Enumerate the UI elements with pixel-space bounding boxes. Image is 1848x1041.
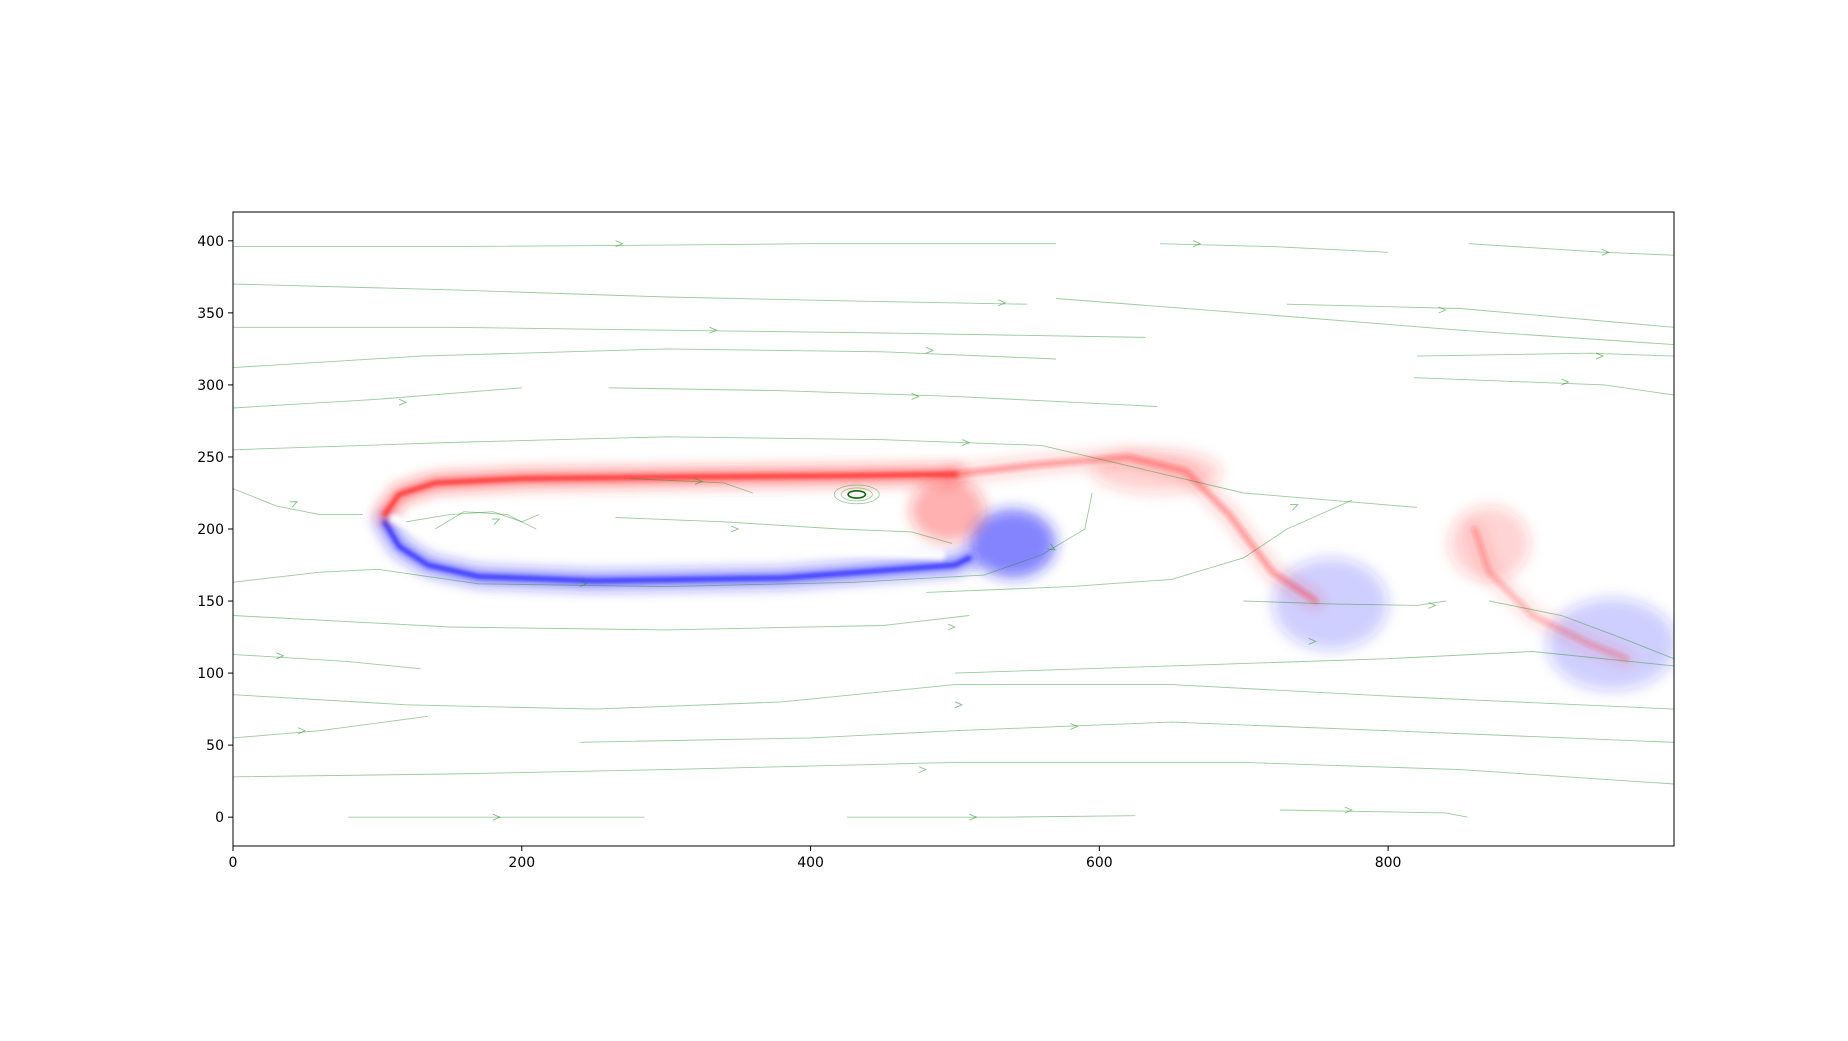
streamline-18 [630,478,753,494]
streamline-14 [233,488,363,516]
streamline-29 [1416,352,1674,357]
streamlines [233,240,1674,821]
streamline-arrow-2 [1344,806,1353,814]
streamline-20 [233,387,522,409]
streamline-arrow-20 [911,393,920,400]
small-vortex-loop-0 [847,490,867,499]
streamline-arrow-27 [1595,352,1605,360]
streamline-8 [954,651,1674,674]
vorticity-field [376,449,1674,691]
streamline-19 [233,436,1418,508]
streamline-arrow-14 [730,525,740,533]
streamline-7 [233,653,421,670]
streamline-17 [615,517,953,544]
streamline-arrow-1 [969,813,978,821]
streamline-arrow-18 [1428,601,1437,609]
x-tick-label-400: 400 [797,855,824,871]
streamline-13 [1489,600,1674,660]
streamline-arrow-25 [1193,240,1202,248]
streamline-arrow-13 [491,518,501,525]
streamline-30 [1468,243,1674,256]
streamline-21 [608,387,1158,407]
streamline-26 [233,243,1056,248]
x-tick-label-0: 0 [229,855,238,871]
streamline-arrow-24 [615,240,624,248]
small-vortex-loop-2 [833,484,880,505]
streamline-31 [1286,303,1674,328]
streamline-4 [233,715,428,739]
y-tick-label-200: 200 [197,522,224,538]
streamline-arrow-11 [1047,543,1056,551]
streamline-16 [406,511,540,523]
streamline-1 [846,815,1136,818]
vortex-sheet-0 [382,519,972,583]
streamline-22 [233,348,1057,369]
vortex-sheet-2 [951,454,1319,604]
vortex-5 [1546,598,1674,691]
streamline-arrow-22 [709,326,718,334]
vortex-sheet-3 [1471,526,1630,662]
streamline-arrow-26 [1561,378,1570,386]
streamline-6 [233,684,1674,710]
streamline-10 [233,492,1093,588]
x-tick-label-200: 200 [508,855,535,871]
vortex-0 [969,508,1057,578]
x-tick-label-600: 600 [1086,855,1113,871]
streamline-arrow-6 [954,701,964,709]
streamline-arrow-0 [492,813,502,821]
y-tick-label-100: 100 [197,666,224,682]
streamline-25 [1055,298,1674,346]
streamline-arrow-9 [947,623,956,631]
streamline-arrow-21 [925,346,935,354]
y-tick-label-400: 400 [197,234,224,250]
small-vortex-loop-1 [840,487,873,502]
streamline-arrow-5 [1070,722,1079,730]
streamline-2 [1279,809,1468,818]
x-tick-label-800: 800 [1375,855,1402,871]
streamline-arrow-16 [961,439,971,446]
streamline-3 [233,761,1674,785]
streamline-arrow-10 [579,580,588,588]
y-tick-label-0: 0 [215,810,224,826]
streamline-arrow-3 [918,766,927,774]
x-axis: 0 200 400 600 800 [229,846,1402,871]
streamline-arrow-19 [398,398,408,406]
streamline-arrow-15 [694,478,704,485]
streamline-28 [1414,377,1674,396]
y-axis: 0 50 100 150 200 250 300 350 400 [197,234,233,826]
y-tick-label-350: 350 [197,306,224,322]
vortex-1 [910,478,986,542]
streamline-arrow-28 [1601,248,1610,256]
y-tick-label-150: 150 [197,594,224,610]
vortex-sheet-1 [382,472,957,517]
streamline-arrow-4 [297,727,307,735]
streamline-24 [233,283,1028,305]
y-tick-label-250: 250 [197,450,224,466]
recirculation-core [389,513,946,560]
streamline-23 [233,326,1146,338]
streamline-9 [233,615,970,631]
streamline-15 [434,511,537,530]
streamline-arrow-17 [1290,504,1299,511]
streamline-5 [579,721,1674,743]
streamline-arrow-8 [1308,637,1317,645]
vortex-3 [1272,557,1389,651]
streamline-arrow-12 [289,501,299,508]
streamline-arrow-29 [1438,306,1447,314]
streamline-11 [926,499,1353,593]
streamline-arrow-23 [998,299,1007,307]
y-tick-label-300: 300 [197,378,224,394]
y-tick-label-50: 50 [206,738,224,754]
streamline-arrow-7 [276,652,285,660]
